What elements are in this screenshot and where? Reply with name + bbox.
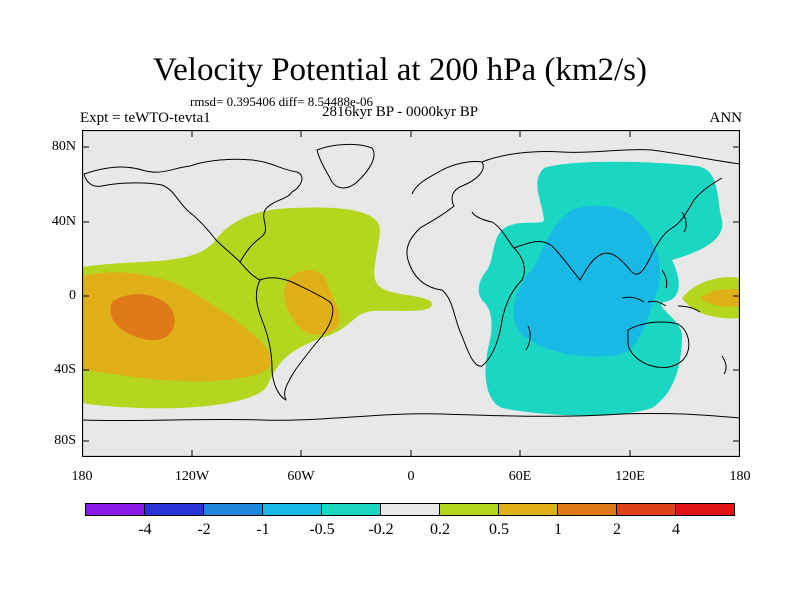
colorbar-segment	[380, 503, 440, 516]
colorbar-label: -1	[256, 521, 270, 538]
colorbar-label: -0.2	[368, 521, 394, 538]
rmsd-diff-text: rmsd= 0.395406 diff= 8.54488e-06	[190, 94, 374, 109]
lat-label-80n: 80N	[51, 139, 76, 154]
lat-label-eq: 0	[69, 288, 76, 303]
lat-label-80s: 80S	[54, 433, 76, 448]
colorbar	[85, 503, 735, 516]
chart-title: Velocity Potential at 200 hPa (km2/s)	[152, 52, 648, 88]
field-pos2-amazon	[284, 270, 340, 335]
lon-label-60w: 60W	[287, 469, 315, 484]
experiment-label: Expt = teWTO-tevta1	[80, 110, 211, 126]
coastlines	[82, 143, 740, 422]
lon-label-180w: 180	[71, 469, 93, 484]
map-plot	[82, 130, 740, 457]
colorbar-label: 0.2	[430, 521, 450, 538]
colorbar-segment	[557, 503, 617, 516]
lon-label-0: 0	[407, 469, 415, 484]
colorbar-label: 0.5	[489, 521, 509, 538]
colorbar-label: -4	[138, 521, 152, 538]
colorbar-label: -0.5	[309, 521, 335, 538]
lon-label-120e: 120E	[615, 469, 645, 484]
colorbar-segment	[439, 503, 499, 516]
colorbar-segment	[675, 503, 735, 516]
season-label: ANN	[709, 110, 743, 126]
lat-label-40s: 40S	[54, 362, 76, 377]
colorbar-segment	[262, 503, 322, 516]
colorbar-segment	[85, 503, 145, 516]
colorbar-label: 1	[554, 521, 562, 538]
field-neg2-indo	[513, 205, 660, 357]
colorbar-label: 2	[613, 521, 621, 538]
colorbar-segment	[616, 503, 676, 516]
field-pos2-westpac	[700, 288, 740, 307]
colorbar-label: 4	[672, 521, 680, 538]
field-pos3-pacific	[110, 294, 175, 341]
axis-ticks	[82, 130, 740, 457]
colorbar-segment	[321, 503, 381, 516]
lon-label-180e: 180	[729, 469, 751, 484]
colorbar-label: -2	[197, 521, 211, 538]
period-label: 2816kyr BP - 0000kyr BP	[322, 104, 479, 120]
lon-label-60e: 60E	[508, 469, 532, 484]
colorbar-segment	[144, 503, 204, 516]
lon-label-120w: 120W	[174, 469, 210, 484]
colorbar-segment	[203, 503, 263, 516]
colorbar-segment	[498, 503, 558, 516]
lat-label-40n: 40N	[51, 214, 76, 229]
